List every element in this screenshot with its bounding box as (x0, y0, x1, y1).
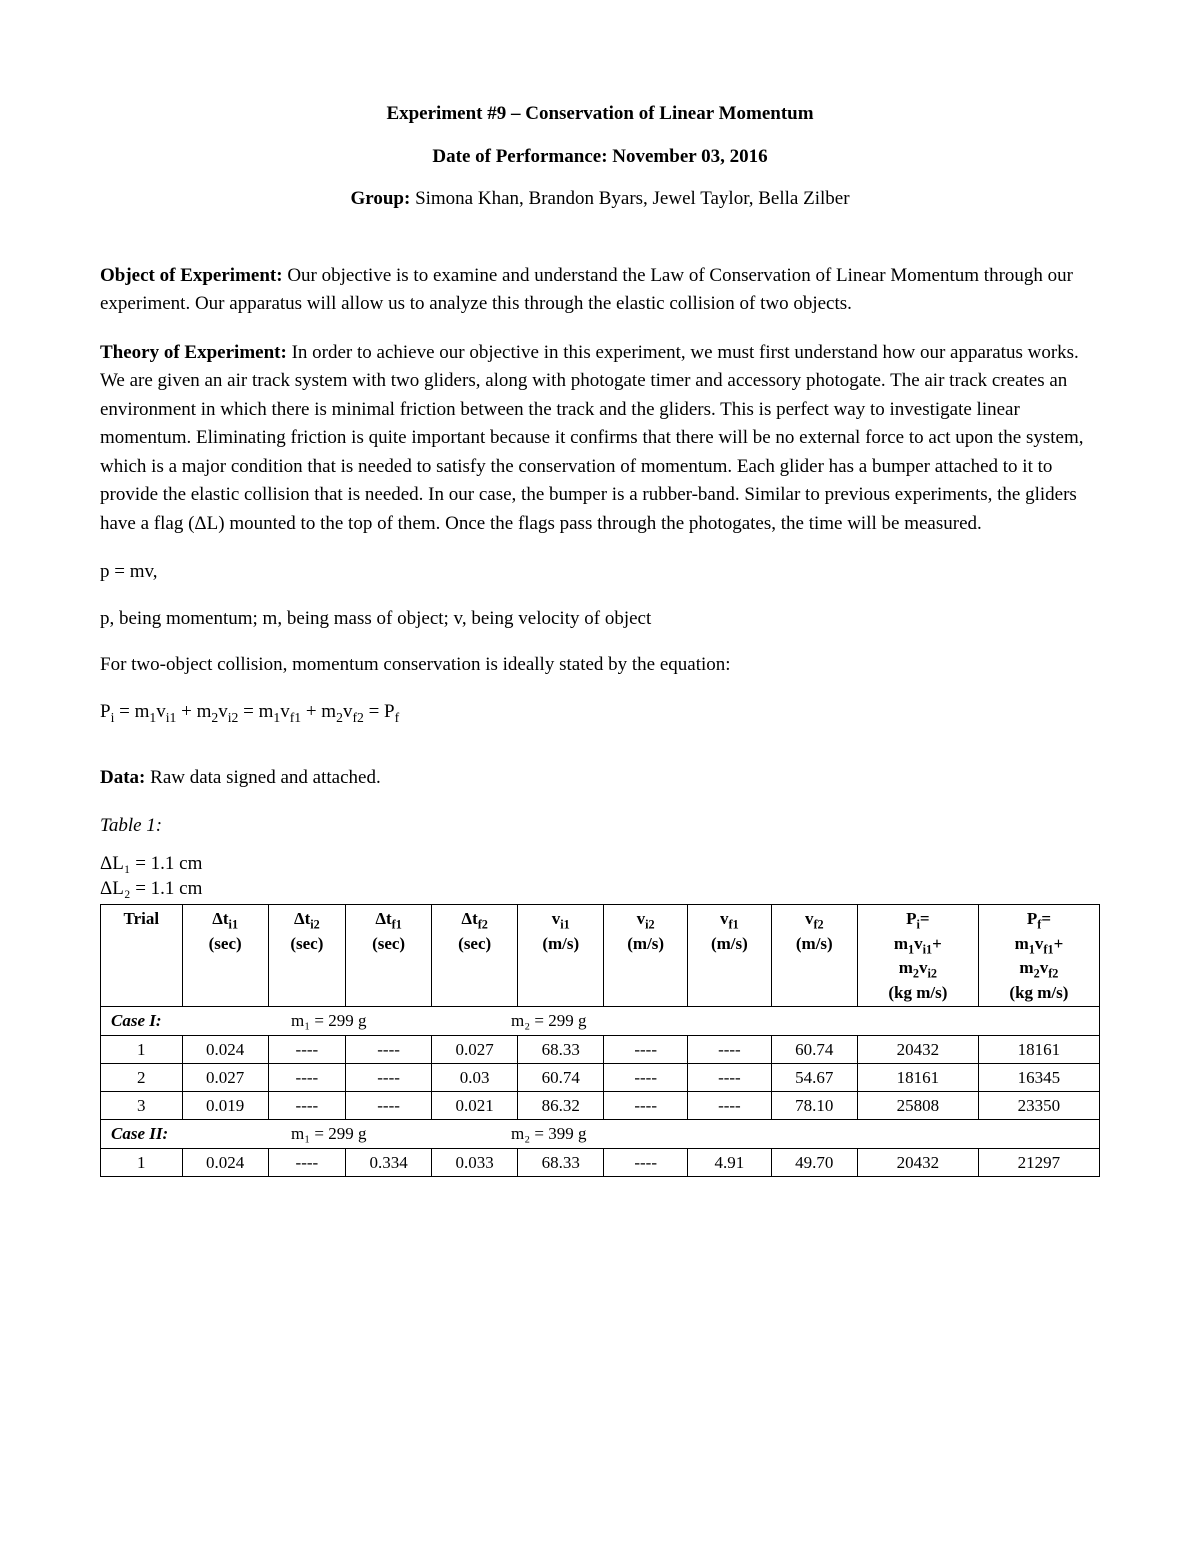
cell-vf1: ---- (688, 1035, 772, 1063)
cell-pi: 20432 (857, 1035, 978, 1063)
cell-trial: 1 (101, 1035, 183, 1063)
data-paragraph: Data: Raw data signed and attached. (100, 764, 1100, 793)
case-cell: Case II:m₁ = 299 gm₂ = 399 g (101, 1120, 1100, 1148)
cell-vf1: 4.91 (688, 1148, 772, 1176)
cell-vf1: ---- (688, 1063, 772, 1091)
table-caption: Table 1: (100, 812, 1100, 841)
col-pi: Pi=m1vi1+m2vi2(kg m/s) (857, 905, 978, 1007)
table-row: 10.024--------0.02768.33--------60.74204… (101, 1035, 1100, 1063)
cell-vi1: 86.32 (518, 1092, 604, 1120)
cell-vi1: 68.33 (518, 1148, 604, 1176)
cell-vf2: 78.10 (771, 1092, 857, 1120)
col-trial: Trial (101, 905, 183, 1007)
cell-dti1: 0.027 (182, 1063, 268, 1091)
doc-group: Group: Simona Khan, Brandon Byars, Jewel… (100, 185, 1100, 214)
cell-vi2: ---- (604, 1063, 688, 1091)
equation-two-body: Pi = m1vi1 + m2vi2 = m1vf1 + m2vf2 = Pf (100, 698, 1100, 728)
cell-pi: 25808 (857, 1092, 978, 1120)
theory-paragraph: Theory of Experiment: In order to achiev… (100, 339, 1100, 539)
cell-pf: 21297 (978, 1148, 1099, 1176)
data-table: Trial Δti1(sec) Δti2(sec) Δtf1(sec) Δtf2… (100, 904, 1100, 1177)
group-label: Group: (350, 188, 410, 209)
cell-dtf2: 0.033 (432, 1148, 518, 1176)
cell-pi: 20432 (857, 1148, 978, 1176)
cell-vi2: ---- (604, 1148, 688, 1176)
cell-dti1: 0.024 (182, 1148, 268, 1176)
table-row: 30.019--------0.02186.32--------78.10258… (101, 1092, 1100, 1120)
cell-trial: 2 (101, 1063, 183, 1091)
cell-vi1: 60.74 (518, 1063, 604, 1091)
col-dtf1: Δtf1(sec) (346, 905, 432, 1007)
cell-dtf2: 0.03 (432, 1063, 518, 1091)
col-dti2: Δti2(sec) (268, 905, 345, 1007)
cell-dti2: ---- (268, 1148, 345, 1176)
table-row: 20.027--------0.0360.74--------54.671816… (101, 1063, 1100, 1091)
object-label: Object of Experiment: (100, 265, 283, 286)
table-case-row: Case I:m₁ = 299 gm₂ = 299 g (101, 1007, 1100, 1035)
cell-vf1: ---- (688, 1092, 772, 1120)
cell-dtf1: 0.334 (346, 1148, 432, 1176)
case-cell: Case I:m₁ = 299 gm₂ = 299 g (101, 1007, 1100, 1035)
equation-pmv: p = mv, (100, 558, 1100, 587)
cell-trial: 1 (101, 1148, 183, 1176)
delta-l2: ΔL₂ = 1.1 cm (100, 876, 1100, 902)
cell-pf: 16345 (978, 1063, 1099, 1091)
cell-dtf2: 0.027 (432, 1035, 518, 1063)
cell-vi1: 68.33 (518, 1035, 604, 1063)
cell-dti2: ---- (268, 1063, 345, 1091)
col-vf1: vf1(m/s) (688, 905, 772, 1007)
cell-vf2: 54.67 (771, 1063, 857, 1091)
cell-dti1: 0.019 (182, 1092, 268, 1120)
cell-pf: 18161 (978, 1035, 1099, 1063)
cell-pf: 23350 (978, 1092, 1099, 1120)
cell-dtf2: 0.021 (432, 1092, 518, 1120)
cell-dti2: ---- (268, 1035, 345, 1063)
data-text: Raw data signed and attached. (150, 767, 381, 788)
theory-text: In order to achieve our objective in thi… (100, 342, 1084, 534)
theory-label: Theory of Experiment: (100, 342, 287, 363)
cell-vi2: ---- (604, 1035, 688, 1063)
cell-pi: 18161 (857, 1063, 978, 1091)
col-pf: Pf=m1vf1+m2vf2(kg m/s) (978, 905, 1099, 1007)
col-dtf2: Δtf2(sec) (432, 905, 518, 1007)
table-header-row: Trial Δti1(sec) Δti2(sec) Δtf1(sec) Δtf2… (101, 905, 1100, 1007)
cell-vf2: 60.74 (771, 1035, 857, 1063)
col-vi1: vi1(m/s) (518, 905, 604, 1007)
cell-dtf1: ---- (346, 1063, 432, 1091)
cell-trial: 3 (101, 1092, 183, 1120)
col-dti1: Δti1(sec) (182, 905, 268, 1007)
col-vf2: vf2(m/s) (771, 905, 857, 1007)
cell-dtf1: ---- (346, 1035, 432, 1063)
doc-date: Date of Performance: November 03, 2016 (100, 143, 1100, 172)
doc-title: Experiment #9 – Conservation of Linear M… (100, 100, 1100, 129)
delta-l1: ΔL₁ = 1.1 cm (100, 851, 1100, 877)
equation-pmv-desc: p, being momentum; m, being mass of obje… (100, 605, 1100, 634)
cell-dti2: ---- (268, 1092, 345, 1120)
equation-two-body-intro: For two-object collision, momentum conse… (100, 651, 1100, 680)
col-vi2: vi2(m/s) (604, 905, 688, 1007)
cell-vf2: 49.70 (771, 1148, 857, 1176)
table-row: 10.024----0.3340.03368.33----4.9149.7020… (101, 1148, 1100, 1176)
table-case-row: Case II:m₁ = 299 gm₂ = 399 g (101, 1120, 1100, 1148)
group-names: Simona Khan, Brandon Byars, Jewel Taylor… (415, 188, 849, 209)
cell-dtf1: ---- (346, 1092, 432, 1120)
object-paragraph: Object of Experiment: Our objective is t… (100, 262, 1100, 319)
data-label: Data: (100, 767, 145, 788)
cell-dti1: 0.024 (182, 1035, 268, 1063)
cell-vi2: ---- (604, 1092, 688, 1120)
